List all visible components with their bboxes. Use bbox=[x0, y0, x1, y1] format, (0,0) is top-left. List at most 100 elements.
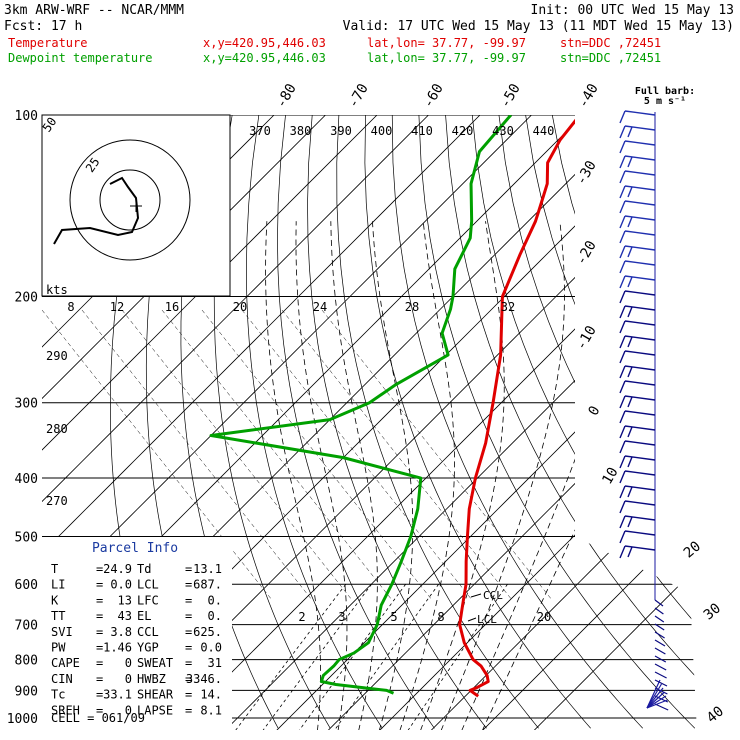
parcel-equals: = bbox=[185, 609, 192, 623]
pressure-tick-label: 900 bbox=[15, 684, 38, 699]
dewpoint-legend: Dewpoint temperature x,y=420.95,446.03 l… bbox=[8, 51, 661, 65]
moist-adiabat-line bbox=[420, 221, 505, 730]
dry-adiabat-line bbox=[498, 115, 697, 729]
dry-adiabat-line bbox=[307, 115, 487, 729]
parcel-info-panel: Parcel Info T = 24.9 Td = 13.1LI = 0.0 LCL = 687.K… bbox=[42, 537, 232, 730]
wind-barb bbox=[619, 515, 656, 529]
parcel-equals: = bbox=[96, 625, 103, 639]
isotherm-line bbox=[42, 115, 326, 730]
mixing-ratio-label: 2 bbox=[298, 610, 305, 624]
parcel-key: SVI bbox=[51, 625, 73, 639]
parcel-equals: = bbox=[96, 578, 103, 592]
isotherm-label: 40 bbox=[704, 703, 727, 726]
wind-barb bbox=[654, 631, 665, 639]
pressure-tick-label: 1000 bbox=[7, 712, 38, 727]
wind-barb bbox=[619, 395, 656, 409]
moist-adiabat-line bbox=[330, 221, 378, 730]
isotherm-label: -60 bbox=[420, 81, 447, 111]
parcel-value: 24.9 bbox=[103, 562, 132, 576]
isotherm-label: 0 bbox=[585, 403, 603, 418]
parcel-equals: = bbox=[185, 578, 192, 592]
moist-adiabat-line bbox=[372, 221, 414, 730]
hodograph-speed-label: 12 bbox=[110, 300, 124, 314]
parcel-key: SWEAT bbox=[137, 656, 173, 670]
parcel-key: PW bbox=[51, 641, 66, 655]
parcel-key: LFC bbox=[137, 593, 159, 607]
parcel-key: Td bbox=[137, 562, 151, 576]
parcel-key: CAPE bbox=[51, 656, 80, 670]
sounding-traces bbox=[209, 115, 582, 698]
pressure-tick-label: 600 bbox=[15, 578, 38, 593]
hodograph-ring-inner bbox=[99, 169, 161, 231]
wind-barb bbox=[619, 440, 656, 454]
dry-adiabat-line bbox=[712, 115, 740, 728]
isotherm-label: 20 bbox=[681, 538, 704, 561]
parcel-key: TT bbox=[51, 609, 65, 623]
parcel-value: 31 bbox=[208, 656, 222, 670]
isotherm-label: -40 bbox=[575, 81, 602, 111]
isotherm-label: -30 bbox=[573, 158, 600, 188]
valid-time: Valid: 17 UTC Wed 15 May 13 (11 MDT Wed … bbox=[343, 19, 734, 34]
parcel-value: 3.8 bbox=[110, 625, 132, 639]
wind-barb bbox=[619, 200, 656, 214]
lcl-marker bbox=[467, 617, 477, 622]
parcel-equals: = bbox=[185, 656, 192, 670]
pressure-tick-label: 300 bbox=[15, 397, 38, 412]
parcel-value: 43 bbox=[118, 609, 132, 623]
parcel-key: LCL bbox=[137, 578, 159, 592]
dry-adiabat-line bbox=[471, 115, 697, 729]
dry-adiabat-line bbox=[391, 115, 643, 729]
parcel-equals: = bbox=[185, 703, 192, 717]
parcel-value: 33.1 bbox=[103, 688, 132, 702]
ccl-annotation: CCL bbox=[483, 589, 503, 602]
temperature-legend-name: Temperature bbox=[8, 36, 87, 50]
mixing-ratio-label: 20 bbox=[537, 610, 551, 624]
isotherm-line bbox=[42, 115, 378, 730]
mixing-ratio-label: 5 bbox=[390, 610, 397, 624]
dry-adiabat-line bbox=[445, 115, 697, 729]
mixing-ratio-line bbox=[407, 583, 508, 730]
barb-legend-line1: Full barb: bbox=[635, 86, 695, 97]
dry-adiabat-line bbox=[277, 115, 435, 729]
isotherm-line bbox=[42, 115, 481, 730]
wind-barb bbox=[619, 260, 656, 274]
parcel-equals: = bbox=[185, 625, 192, 639]
wind-barb bbox=[646, 683, 663, 709]
parcel-equals: = bbox=[96, 656, 103, 670]
hodograph-speed-line bbox=[201, 309, 433, 601]
barb-legend-line2: 5 m s⁻¹ bbox=[644, 96, 686, 107]
temperature-trace bbox=[458, 115, 582, 698]
moist-adiabat-line bbox=[481, 221, 697, 730]
temperature-legend-latlon: lat,lon= 37.77, -99.97 bbox=[367, 36, 526, 50]
theta-label: 440 bbox=[533, 124, 555, 138]
parcel-value: 14. bbox=[200, 688, 222, 702]
dry-adiabat-line bbox=[685, 115, 697, 729]
temperature-legend-stn: stn=DDC ,72451 bbox=[560, 36, 661, 50]
parcel-info-rows: T = 24.9 Td = 13.1LI = 0.0 LCL = 687.K = 13 LFC = 0.TT =… bbox=[51, 562, 222, 717]
parcel-equals: = bbox=[185, 641, 192, 655]
wind-barb bbox=[654, 615, 665, 623]
parcel-equals: = bbox=[185, 672, 192, 686]
hodograph-speed-line bbox=[321, 309, 553, 601]
pressure-tick-label: 100 bbox=[15, 109, 38, 124]
wind-barb bbox=[619, 245, 656, 259]
hodograph-speed-line bbox=[42, 309, 273, 601]
isotherm-line bbox=[275, 115, 697, 730]
parcel-equals: = bbox=[96, 562, 103, 576]
model-title: 3km ARW-WRF -- NCAR/MMM bbox=[4, 3, 184, 18]
forecast-hour: Fcst: 17 h bbox=[4, 19, 82, 34]
wind-barb bbox=[619, 500, 656, 514]
hodograph-speed-line bbox=[161, 309, 393, 601]
barb-legend: Full barb: 5 m s⁻¹ bbox=[635, 86, 695, 107]
hodograph-speed-label: 32 bbox=[501, 300, 515, 314]
parcel-equals: = bbox=[96, 672, 103, 686]
isotherm-label: 10 bbox=[599, 465, 621, 488]
theta-label: 420 bbox=[452, 124, 474, 138]
parcel-cell: CELL = 061/09 bbox=[51, 711, 145, 725]
wind-barb bbox=[654, 623, 665, 631]
parcel-equals: = bbox=[96, 641, 103, 655]
isotherm-line bbox=[378, 115, 697, 730]
mixing-ratio-line bbox=[298, 583, 406, 730]
theta-left-label: 270 bbox=[46, 494, 68, 508]
